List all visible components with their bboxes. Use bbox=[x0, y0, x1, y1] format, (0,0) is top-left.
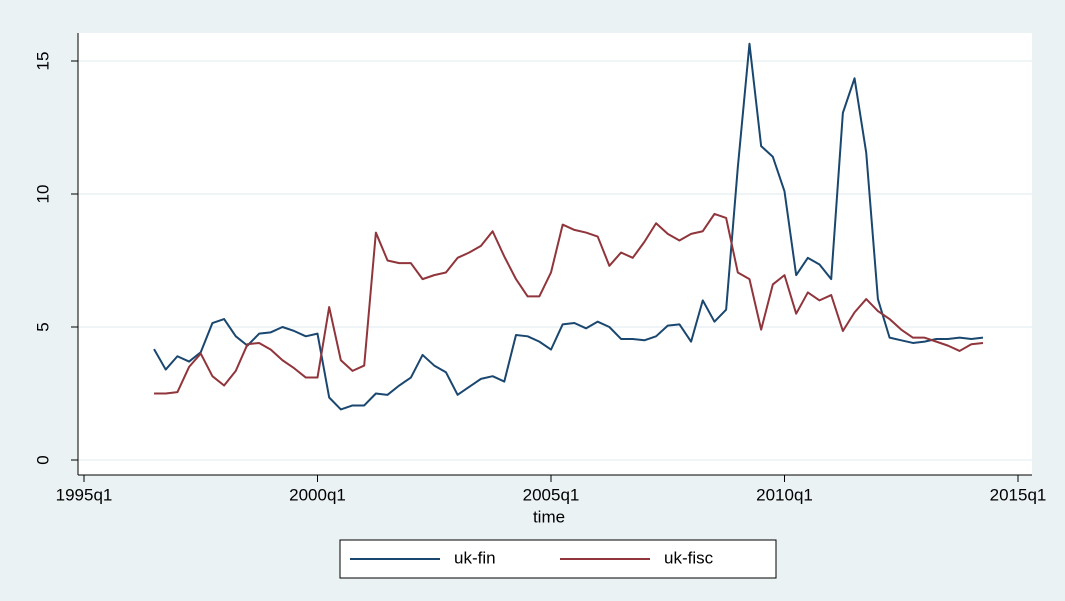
x-tick-label: 2010q1 bbox=[756, 485, 813, 504]
y-tick-label: 0 bbox=[33, 455, 52, 464]
y-tick-label: 5 bbox=[33, 322, 52, 331]
x-axis-title: time bbox=[533, 507, 565, 526]
y-tick-label: 10 bbox=[33, 185, 52, 204]
x-tick-label: 2000q1 bbox=[289, 485, 346, 504]
series-line bbox=[153, 42, 984, 411]
y-tick-label: 15 bbox=[33, 52, 52, 71]
legend-label: uk-fisc bbox=[664, 548, 714, 567]
legend-label: uk-fin bbox=[454, 548, 496, 567]
x-tick-label: 2015q1 bbox=[990, 485, 1047, 504]
series-line bbox=[154, 212, 984, 395]
x-tick-label: 2005q1 bbox=[523, 485, 580, 504]
x-tick-label: 1995q1 bbox=[56, 485, 113, 504]
